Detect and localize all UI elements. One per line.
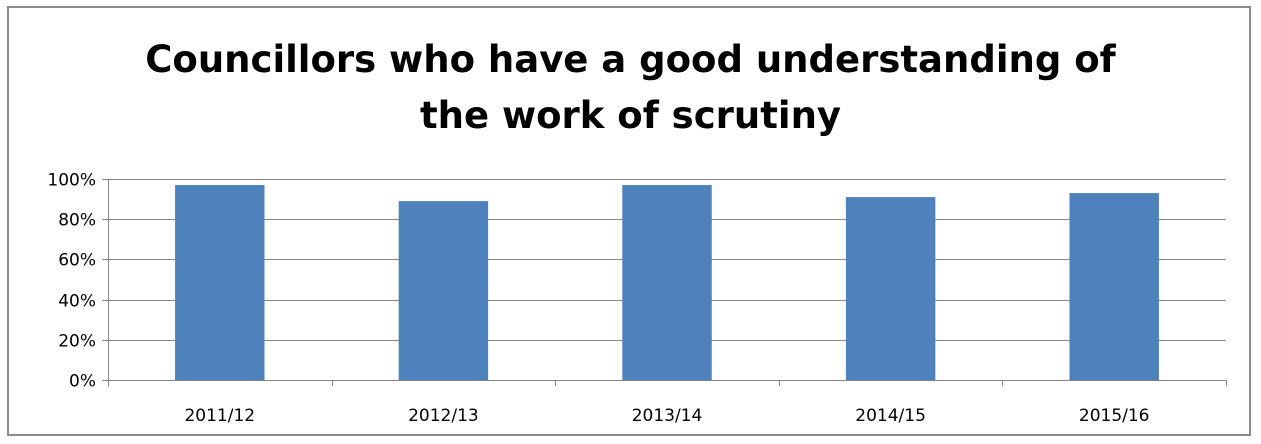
chart-title-line-1: Councillors who have a good understandin…	[145, 38, 1116, 81]
y-tick-label: 80%	[58, 211, 96, 231]
bar	[845, 197, 936, 380]
bars	[175, 185, 1159, 380]
bar	[622, 185, 712, 380]
y-tick-label: 20%	[58, 332, 96, 352]
bar	[175, 185, 265, 380]
y-tick-label: 40%	[58, 292, 96, 312]
chart-title-line-2: the work of scrutiny	[419, 94, 842, 137]
bar	[1069, 193, 1159, 380]
x-tick-label: 2015/16	[1079, 406, 1150, 426]
bar	[398, 201, 489, 380]
y-tick-label: 100%	[47, 171, 96, 191]
chart-title: Councillors who have a good understandin…	[0, 32, 1261, 144]
y-tick-label: 60%	[58, 251, 96, 271]
x-tick-label: 2014/15	[855, 406, 926, 426]
x-tick-label: 2011/12	[184, 406, 255, 426]
axes	[102, 179, 1227, 387]
x-tick-label: 2013/14	[632, 406, 703, 426]
y-tick-label: 0%	[69, 372, 96, 392]
x-tick-label: 2012/13	[408, 406, 479, 426]
tick-labels: 0% 20% 40% 60% 80% 100% 2011/12 2012/13 2013/14 2…	[47, 171, 1149, 427]
